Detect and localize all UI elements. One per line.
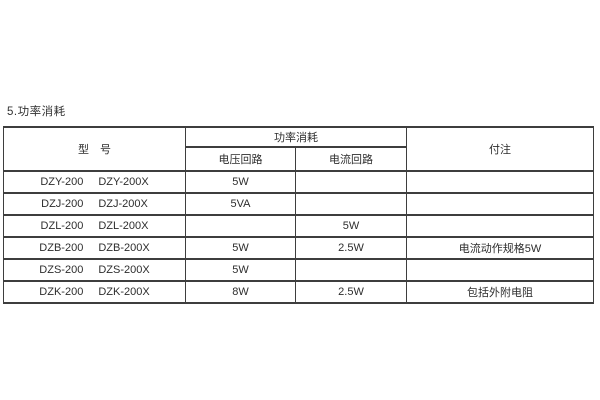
- header-voltage-circuit: 电压回路: [185, 146, 296, 172]
- table-row: DZJ-200 DZJ-200X 5VA: [3, 192, 594, 216]
- cell-note: [406, 214, 594, 238]
- model-name: DZS-200X: [98, 264, 150, 276]
- model-name: DZL-200X: [98, 220, 149, 232]
- model-name: DZB-200: [39, 242, 84, 254]
- model-name: DZY-200X: [98, 176, 149, 188]
- cell-model: DZK-200 DZK-200X: [3, 280, 186, 304]
- cell-voltage: 5W: [185, 258, 296, 282]
- cell-model: DZB-200 DZB-200X: [3, 236, 186, 260]
- table-row: DZK-200 DZK-200X 8W 2.5W 包括外附电阻: [3, 280, 594, 304]
- header-current-circuit: 电流回路: [295, 146, 407, 172]
- cell-voltage: 8W: [185, 280, 296, 304]
- cell-current: 5W: [295, 214, 407, 238]
- cell-current: 2.5W: [295, 236, 407, 260]
- cell-model: DZS-200 DZS-200X: [3, 258, 186, 282]
- cell-current: 2.5W: [295, 280, 407, 304]
- cell-voltage: 5W: [185, 170, 296, 194]
- table-row: DZB-200 DZB-200X 5W 2.5W 电流动作规格5W: [3, 236, 594, 260]
- cell-note: [406, 258, 594, 282]
- section-title: 5.功率消耗: [7, 106, 66, 118]
- cell-note: [406, 170, 594, 194]
- cell-current: [295, 258, 407, 282]
- model-name: DZK-200: [39, 286, 84, 298]
- model-name: DZJ-200: [41, 198, 84, 210]
- model-name: DZK-200X: [98, 286, 150, 298]
- cell-note: 电流动作规格5W: [406, 236, 594, 260]
- model-name: DZJ-200X: [98, 198, 148, 210]
- model-name: DZB-200X: [98, 242, 150, 254]
- header-power-group: 功率消耗: [185, 126, 407, 148]
- cell-model: DZJ-200 DZJ-200X: [3, 192, 186, 216]
- header-model: 型 号: [3, 126, 186, 172]
- table-row: DZS-200 DZS-200X 5W: [3, 258, 594, 282]
- model-name: DZS-200: [39, 264, 84, 276]
- cell-voltage: [185, 214, 296, 238]
- table-row: DZL-200 DZL-200X 5W: [3, 214, 594, 238]
- cell-voltage: 5W: [185, 236, 296, 260]
- model-name: DZL-200: [40, 220, 84, 232]
- cell-note: [406, 192, 594, 216]
- cell-note: 包括外附电阻: [406, 280, 594, 304]
- cell-current: [295, 192, 407, 216]
- cell-model: DZL-200 DZL-200X: [3, 214, 186, 238]
- power-consumption-table: 型 号 功率消耗 付注 电压回路 电流回路 DZY-200 DZY-200X 5…: [3, 126, 594, 304]
- cell-voltage: 5VA: [185, 192, 296, 216]
- table-row: DZY-200 DZY-200X 5W: [3, 170, 594, 194]
- model-name: DZY-200: [40, 176, 84, 188]
- header-notes: 付注: [406, 126, 594, 172]
- cell-current: [295, 170, 407, 194]
- cell-model: DZY-200 DZY-200X: [3, 170, 186, 194]
